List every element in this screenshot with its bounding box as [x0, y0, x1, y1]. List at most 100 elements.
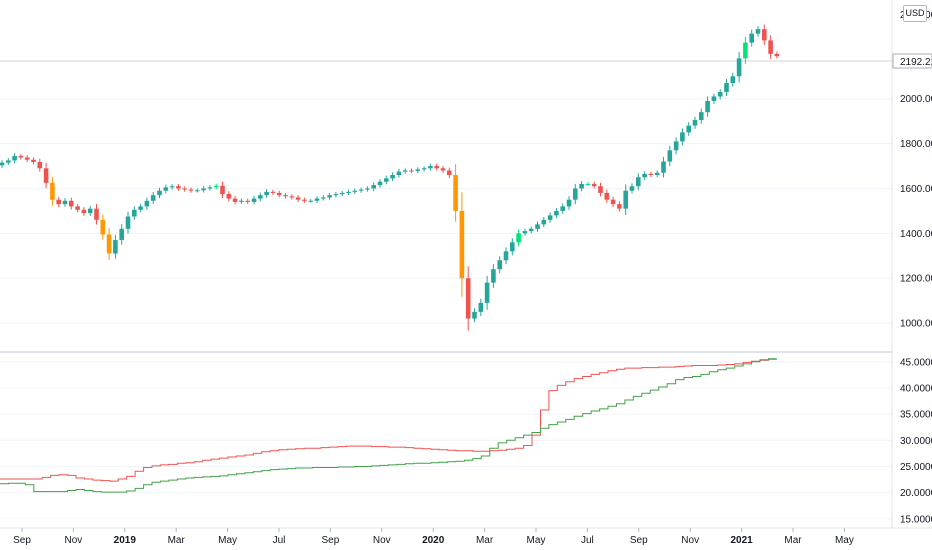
candle[interactable]	[94, 204, 99, 225]
candle[interactable]	[428, 163, 433, 171]
candle[interactable]	[308, 199, 313, 203]
candle[interactable]	[566, 196, 572, 210]
candle[interactable]	[440, 165, 446, 173]
candle[interactable]	[459, 192, 465, 297]
candle[interactable]	[415, 167, 421, 174]
candlestick-series[interactable]	[0, 24, 780, 331]
candle[interactable]	[629, 183, 635, 194]
indicator-series[interactable]	[0, 358, 777, 493]
candle[interactable]	[560, 203, 565, 214]
candle[interactable]	[24, 155, 30, 163]
candle[interactable]	[402, 168, 408, 174]
candle[interactable]	[579, 181, 584, 192]
candle[interactable]	[113, 234, 118, 259]
indicator-line-2[interactable]	[0, 358, 777, 493]
candle[interactable]	[176, 183, 181, 191]
indicator-line-1[interactable]	[0, 358, 777, 482]
candle[interactable]	[686, 122, 691, 136]
candle[interactable]	[283, 193, 288, 199]
candle[interactable]	[339, 190, 345, 197]
candle[interactable]	[188, 187, 194, 193]
candle[interactable]	[528, 226, 534, 234]
candle[interactable]	[333, 191, 339, 198]
currency-badge[interactable]: USD	[903, 5, 927, 22]
candle[interactable]	[100, 214, 106, 240]
candle[interactable]	[352, 188, 358, 194]
candle[interactable]	[213, 183, 219, 190]
candle[interactable]	[717, 89, 723, 100]
candle[interactable]	[617, 201, 622, 212]
candle[interactable]	[654, 170, 660, 178]
candle[interactable]	[648, 171, 654, 178]
candle[interactable]	[0, 160, 5, 168]
indicator-axis[interactable]: 15.0000 20.0000 25.0000 30.0000 35.0000 40.00…	[900, 357, 932, 525]
candle[interactable]	[447, 167, 452, 178]
candle[interactable]	[472, 308, 477, 323]
candle[interactable]	[276, 190, 282, 198]
candle[interactable]	[195, 188, 200, 193]
candle[interactable]	[264, 189, 269, 198]
candle[interactable]	[6, 158, 11, 166]
candle[interactable]	[377, 179, 383, 188]
time-axis[interactable]: Sep Nov 2019 Mar May Jul Sep Nov 2020 Mar May Jul Se…	[13, 528, 854, 546]
candle[interactable]	[43, 162, 49, 189]
candle[interactable]	[510, 238, 515, 256]
candle[interactable]	[604, 189, 610, 204]
candle[interactable]	[62, 198, 68, 207]
candle[interactable]	[182, 186, 187, 192]
candle[interactable]	[125, 211, 131, 234]
candle[interactable]	[730, 72, 736, 87]
candle[interactable]	[390, 172, 395, 182]
candle[interactable]	[87, 205, 93, 217]
candle[interactable]	[642, 171, 647, 180]
candle[interactable]	[465, 266, 471, 331]
candle[interactable]	[220, 181, 225, 198]
candle[interactable]	[56, 196, 61, 208]
candle[interactable]	[573, 183, 578, 205]
candle[interactable]	[762, 24, 767, 45]
candle[interactable]	[81, 207, 87, 216]
candle[interactable]	[31, 157, 36, 165]
candle[interactable]	[106, 227, 112, 261]
candle[interactable]	[75, 203, 80, 213]
candle[interactable]	[699, 108, 704, 124]
candle[interactable]	[768, 35, 773, 60]
candle[interactable]	[623, 184, 628, 215]
candle[interactable]	[12, 153, 17, 164]
candle[interactable]	[258, 192, 263, 202]
candle[interactable]	[434, 163, 439, 171]
candle[interactable]	[365, 186, 370, 192]
candle[interactable]	[755, 26, 761, 37]
candle[interactable]	[598, 182, 603, 197]
candle[interactable]	[295, 195, 301, 203]
candle[interactable]	[69, 197, 74, 210]
candle[interactable]	[226, 191, 232, 202]
candle[interactable]	[673, 137, 679, 155]
candle[interactable]	[132, 206, 137, 220]
candle[interactable]	[491, 264, 496, 288]
candle[interactable]	[138, 203, 143, 213]
candle[interactable]	[421, 166, 427, 172]
candle[interactable]	[522, 228, 528, 236]
candle[interactable]	[705, 96, 710, 117]
candle[interactable]	[478, 298, 484, 316]
candle[interactable]	[232, 195, 238, 205]
candle[interactable]	[163, 184, 169, 194]
candle[interactable]	[358, 187, 364, 193]
candle[interactable]	[169, 184, 175, 190]
candle[interactable]	[207, 185, 213, 191]
candle[interactable]	[201, 186, 206, 193]
candle[interactable]	[547, 212, 553, 223]
candle[interactable]	[724, 78, 729, 97]
candle[interactable]	[516, 229, 521, 247]
candle[interactable]	[314, 196, 320, 204]
candle[interactable]	[585, 182, 591, 186]
candle[interactable]	[327, 192, 332, 200]
candle[interactable]	[18, 153, 24, 160]
candle[interactable]	[239, 198, 244, 204]
candle[interactable]	[270, 189, 276, 196]
candle[interactable]	[346, 189, 351, 196]
candle[interactable]	[497, 256, 502, 274]
candle[interactable]	[667, 145, 673, 167]
